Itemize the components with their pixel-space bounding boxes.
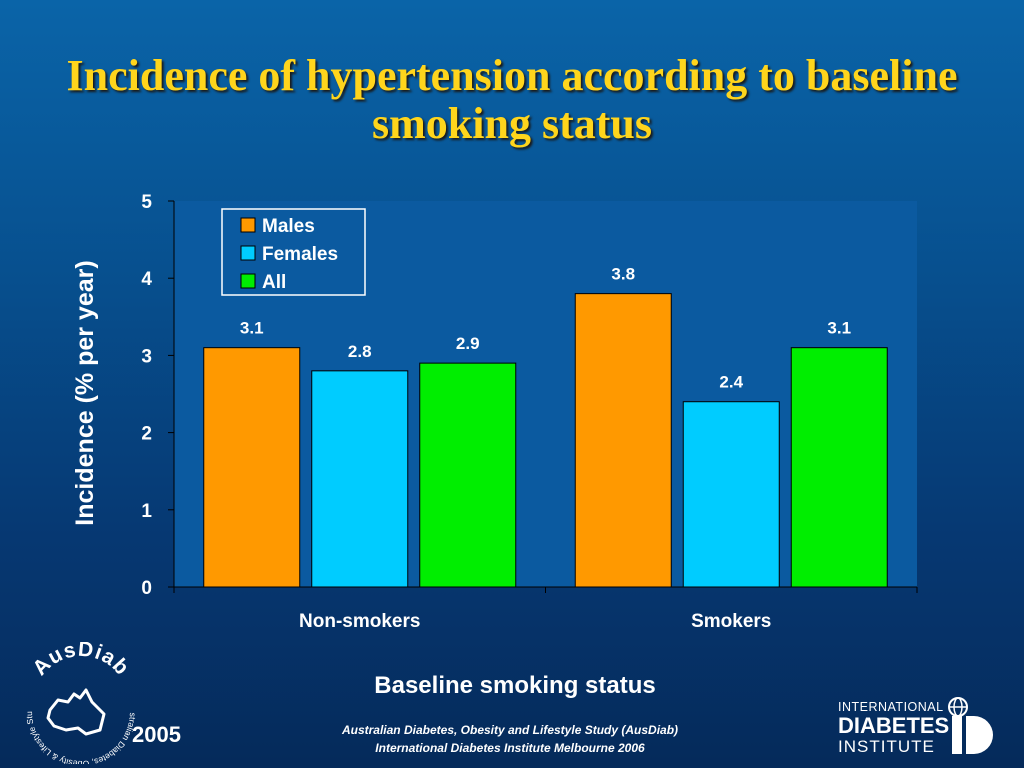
legend-swatch-males [240, 217, 256, 233]
svg-text:AusDiab: AusDiab [28, 642, 134, 680]
x-category-label: Smokers [691, 611, 771, 632]
data-label: 3.1 [827, 319, 851, 338]
bar-males-0 [203, 347, 301, 588]
data-label: 2.9 [456, 334, 480, 353]
legend-label-females: Females [262, 244, 338, 265]
data-label: 2.8 [348, 342, 372, 361]
y-tick-label: 2 [141, 424, 152, 445]
y-tick-label: 0 [141, 578, 152, 599]
x-axis-title: Baseline smoking status [374, 672, 655, 699]
australia-map-icon [46, 688, 106, 736]
legend-label-all: All [262, 272, 286, 293]
footer-line-1: Australian Diabetes, Obesity and Lifesty… [341, 723, 679, 737]
bar-all-1 [790, 347, 888, 588]
slide-title: Incidence of hypertension according to b… [66, 51, 958, 148]
bar-all-0 [419, 362, 517, 588]
x-category-label: Non-smokers [299, 611, 420, 632]
y-tick-label: 5 [141, 192, 152, 213]
bar-females-0 [311, 370, 409, 588]
legend-swatch-all [240, 273, 256, 289]
ausdiab-logo: AusDiab Australian Diabetes, Obesity & L… [20, 642, 138, 764]
idi-logo-line2: DIABETES [838, 713, 949, 738]
y-tick-label: 4 [141, 269, 152, 290]
y-tick-label: 3 [141, 346, 152, 367]
bar-males-1 [574, 293, 672, 588]
year-label: 2005 [132, 722, 181, 747]
y-axis-title: Incidence (% per year) [71, 260, 99, 525]
y-tick-label: 1 [141, 501, 152, 522]
data-label: 3.8 [611, 265, 635, 284]
data-label: 3.1 [240, 319, 264, 338]
data-label: 2.4 [719, 373, 743, 392]
footer-line-2: International Diabetes Institute Melbour… [375, 741, 645, 755]
idi-logo: INTERNATIONAL DIABETES INSTITUTE [838, 697, 993, 756]
idi-logo-line1: INTERNATIONAL [838, 700, 944, 714]
ausdiab-logo-text: AusDiab [28, 642, 133, 680]
legend-swatch-females [240, 245, 256, 261]
globe-d-icon [948, 697, 993, 754]
bar-females-1 [682, 401, 780, 588]
legend-label-males: Males [262, 216, 315, 237]
idi-logo-line3: INSTITUTE [838, 737, 935, 756]
